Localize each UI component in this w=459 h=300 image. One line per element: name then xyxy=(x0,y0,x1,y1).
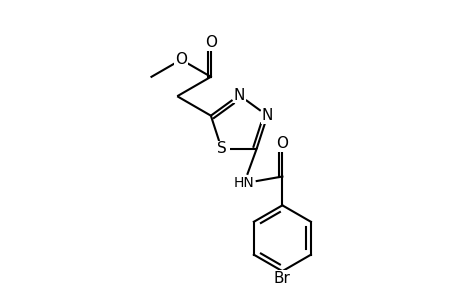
Text: N: N xyxy=(261,108,273,123)
Text: O: O xyxy=(276,136,288,151)
Text: S: S xyxy=(216,141,226,156)
Text: O: O xyxy=(204,35,216,50)
Text: N: N xyxy=(233,88,244,103)
Text: Br: Br xyxy=(274,271,290,286)
Text: O: O xyxy=(175,52,187,67)
Text: HN: HN xyxy=(233,176,254,190)
